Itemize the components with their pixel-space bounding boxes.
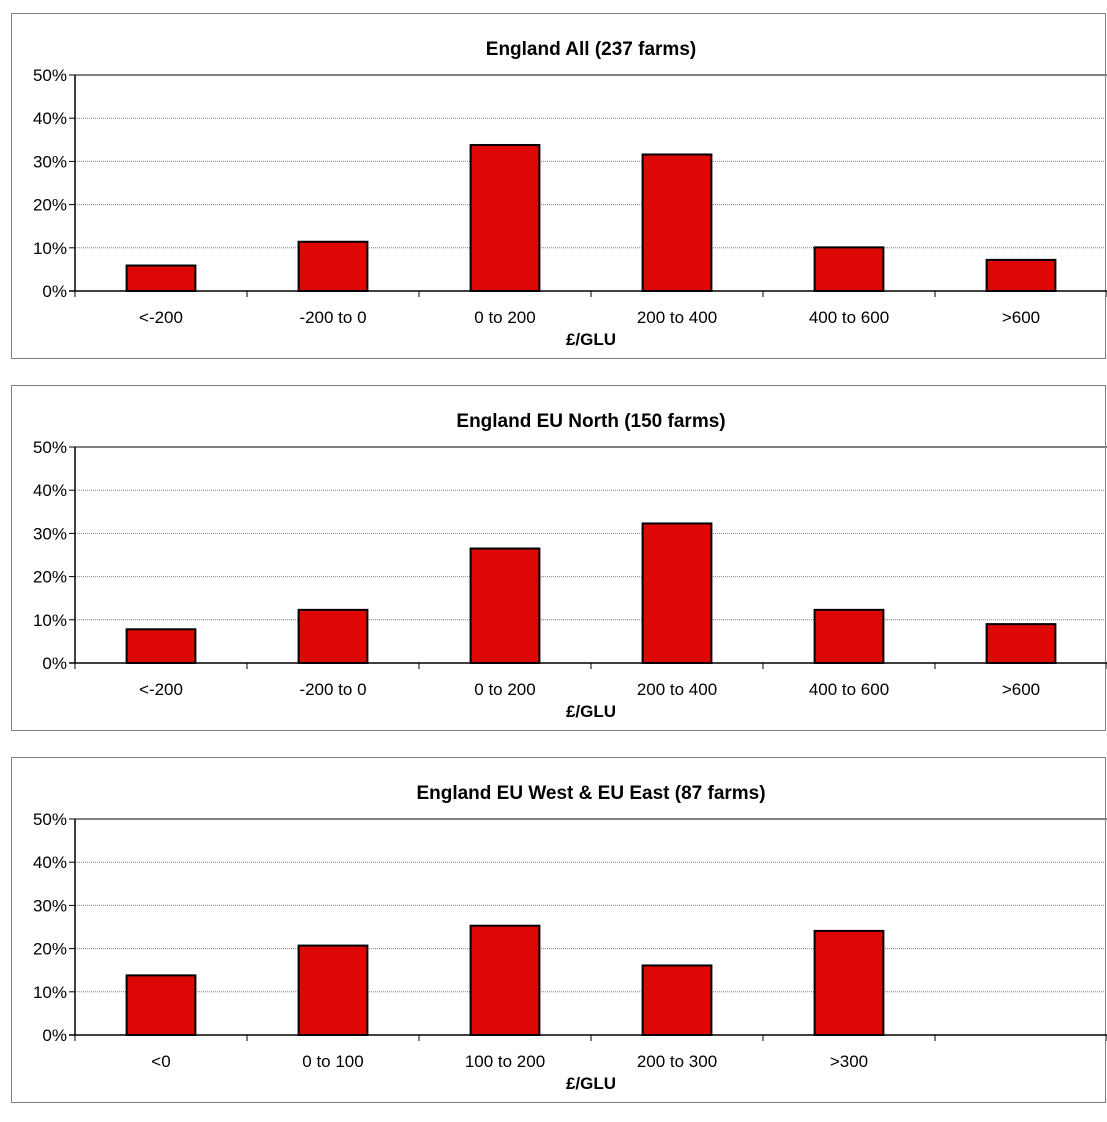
- bar-chart-england-eu-north: England EU North (150 farms) 0% 10% 20% 30% 4…: [11, 385, 1107, 731]
- chart-frame: [11, 385, 1106, 731]
- x-axis-label: £/GLU: [566, 1074, 616, 1093]
- bar-chart-england-all: England All (237 farms) 0% 10% 20% 30% 40% 50%…: [11, 13, 1107, 359]
- y-tick-label: 50%: [33, 438, 67, 457]
- y-tick-label: 40%: [33, 109, 67, 128]
- bar-1: [125, 974, 197, 1037]
- bar-4: [641, 964, 713, 1036]
- y-tick-label: 20%: [33, 940, 67, 959]
- x-tick-label: 200 to 300: [637, 1052, 717, 1071]
- y-tick-label: 40%: [33, 481, 67, 500]
- y-tick-label: 10%: [33, 611, 67, 630]
- y-tick-label: 20%: [33, 568, 67, 587]
- x-axis-label: £/GLU: [566, 330, 616, 349]
- bar-3: [469, 143, 541, 292]
- chart-panel-england-all: England All (237 farms) 0% 10% 20% 30% 40% 50%…: [0, 0, 1107, 372]
- y-tick-label: 0%: [42, 282, 67, 301]
- bar-5: [813, 608, 885, 664]
- y-tick-label: 30%: [33, 524, 67, 543]
- bar-5: [813, 929, 885, 1036]
- x-tick-label: 400 to 600: [809, 680, 889, 699]
- bar-2: [297, 240, 369, 292]
- y-tick-label: 30%: [33, 152, 67, 171]
- x-tick-label: >600: [1002, 308, 1040, 327]
- y-tick-label: 50%: [33, 810, 67, 829]
- bar-1: [125, 264, 197, 292]
- bar-4: [641, 153, 713, 292]
- bar-1: [125, 628, 197, 664]
- x-tick-label: 0 to 200: [474, 680, 535, 699]
- bar-6: [985, 258, 1057, 292]
- chart-title: England EU West & EU East (87 farms): [416, 783, 765, 804]
- x-tick-label: 400 to 600: [809, 308, 889, 327]
- x-tick-label: 0 to 100: [302, 1052, 363, 1071]
- bar-4: [641, 522, 713, 664]
- chart-frame: [11, 757, 1106, 1103]
- bar-6: [985, 623, 1057, 664]
- y-tick-label: 0%: [42, 654, 67, 673]
- x-tick-label: -200 to 0: [299, 308, 366, 327]
- y-tick-label: 20%: [33, 196, 67, 215]
- y-tick-label: 0%: [42, 1026, 67, 1045]
- y-tick-label: 40%: [33, 853, 67, 872]
- x-tick-label: 200 to 400: [637, 680, 717, 699]
- bar-5: [813, 246, 885, 292]
- x-tick-label: >600: [1002, 680, 1040, 699]
- bar-2: [297, 608, 369, 664]
- chart-panel-england-eu-west-east: England EU West & EU East (87 farms) 0% 10…: [0, 744, 1107, 1117]
- bar-chart-england-eu-west-east: England EU West & EU East (87 farms) 0% 10…: [11, 757, 1107, 1103]
- x-axis-label: £/GLU: [566, 702, 616, 721]
- chart-title: England All (237 farms): [486, 39, 696, 60]
- bar-2: [297, 944, 369, 1037]
- x-tick-label: 200 to 400: [637, 308, 717, 327]
- x-tick-label: -200 to 0: [299, 680, 366, 699]
- x-tick-label: 0 to 200: [474, 308, 535, 327]
- chart-title: England EU North (150 farms): [456, 411, 725, 432]
- y-tick-label: 30%: [33, 896, 67, 915]
- bar-3: [469, 547, 541, 665]
- chart-panel-england-eu-north: England EU North (150 farms) 0% 10% 20% 30% 4…: [0, 372, 1107, 744]
- x-tick-label: <0: [151, 1052, 170, 1071]
- y-tick-label: 50%: [33, 66, 67, 85]
- x-tick-label: >300: [830, 1052, 868, 1071]
- x-tick-label: 100 to 200: [465, 1052, 545, 1071]
- y-tick-label: 10%: [33, 239, 67, 258]
- bar-3: [469, 924, 541, 1036]
- x-tick-label: <-200: [139, 680, 183, 699]
- x-tick-label: <-200: [139, 308, 183, 327]
- chart-frame: [11, 13, 1106, 359]
- y-tick-label: 10%: [33, 983, 67, 1002]
